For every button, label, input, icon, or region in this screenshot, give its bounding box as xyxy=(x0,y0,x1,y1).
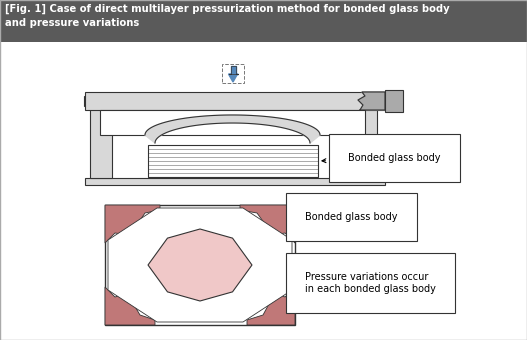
Bar xyxy=(353,96,383,106)
Bar xyxy=(85,178,385,185)
Text: [Fig. 1] Case of direct multilayer pressurization method for bonded glass body
a: [Fig. 1] Case of direct multilayer press… xyxy=(5,4,450,28)
Bar xyxy=(0,0,527,42)
Polygon shape xyxy=(247,287,295,325)
Text: Bonded glass body: Bonded glass body xyxy=(322,153,441,163)
Polygon shape xyxy=(358,92,385,110)
Text: Pressure variations occur
in each bonded glass body: Pressure variations occur in each bonded… xyxy=(299,272,436,298)
Bar xyxy=(355,103,377,178)
Bar xyxy=(385,90,403,112)
Bar xyxy=(148,145,318,177)
Bar xyxy=(222,64,244,83)
Polygon shape xyxy=(240,205,295,243)
Bar xyxy=(90,103,112,178)
Polygon shape xyxy=(229,74,238,82)
Polygon shape xyxy=(148,229,252,301)
Polygon shape xyxy=(145,115,320,143)
Bar xyxy=(84,96,114,106)
Polygon shape xyxy=(105,205,160,243)
Polygon shape xyxy=(105,287,155,325)
Text: Bonded glass body: Bonded glass body xyxy=(299,212,397,226)
Bar xyxy=(100,110,365,135)
Bar xyxy=(105,205,295,325)
Bar xyxy=(85,92,385,110)
Polygon shape xyxy=(108,208,292,322)
Polygon shape xyxy=(229,66,238,74)
